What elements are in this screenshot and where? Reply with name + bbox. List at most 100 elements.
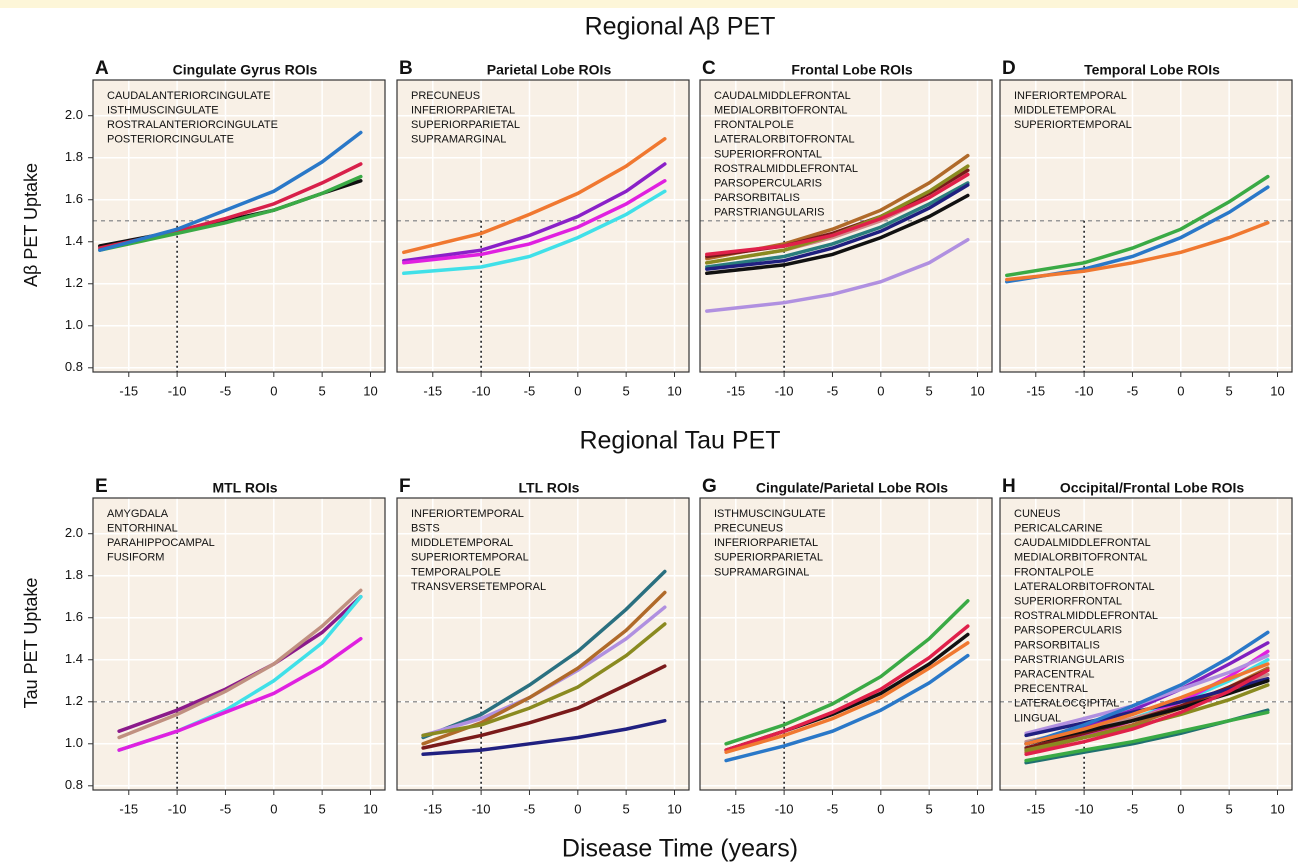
legend-entry: PARSTRIANGULARIS — [1014, 654, 1124, 666]
panel-title: Frontal Lobe ROIs — [791, 62, 913, 78]
top-strip — [0, 0, 1298, 8]
legend-entry: INFERIORTEMPORAL — [411, 508, 524, 520]
series-line — [705, 172, 970, 257]
x-tick-label: 5 — [319, 801, 326, 816]
legend-entry: LATERALORBITOFRONTAL — [1014, 581, 1155, 593]
legend-entry: MIDDLETEMPORAL — [1014, 105, 1116, 117]
x-tick-label: 0 — [1177, 801, 1184, 816]
panel-title: Cingulate/Parietal Lobe ROIs — [756, 480, 948, 496]
series-line — [421, 664, 667, 750]
legend-entry: SUPERIORTEMPORAL — [411, 552, 529, 564]
series-line — [1005, 221, 1270, 282]
legend-entry: PARAHIPPOCAMPAL — [107, 537, 215, 549]
series-line — [724, 624, 970, 752]
y-tick-label: 1.2 — [65, 693, 83, 708]
panel: -15 -10 -5 0 5 10 PRECUNEUS INFERIORPARIETAL SUP… — [396, 58, 690, 398]
y-tick-label: 1.6 — [65, 191, 83, 206]
legend-entry: CAUDALMIDDLEFRONTAL — [1014, 537, 1151, 549]
legend-entry: INFERIORPARIETAL — [714, 537, 818, 549]
legend-entry: ROSTRALANTERIORCINGULATE — [107, 119, 278, 131]
x-tick-label: 0 — [270, 801, 277, 816]
x-tick-label: -15 — [119, 383, 138, 398]
plot-area — [93, 80, 385, 372]
panel-letter: F — [399, 476, 411, 497]
x-tick-label: -10 — [1075, 383, 1094, 398]
legend-entry: LATERALOCCIPITAL — [1014, 698, 1119, 710]
y-tick-label: 2.0 — [65, 107, 83, 122]
series-line — [98, 130, 363, 252]
y-axis-label: Aβ PET Uptake — [21, 163, 41, 287]
series-line — [421, 718, 667, 757]
plot-frame — [699, 79, 993, 373]
panel-letter: C — [702, 58, 716, 79]
x-tick-label: -15 — [423, 383, 442, 398]
x-tick-label: 0 — [574, 383, 581, 398]
x-tick-label: 5 — [623, 383, 630, 398]
x-tick-label: -5 — [524, 383, 536, 398]
legend-entry: PARSOPERCULARIS — [714, 178, 822, 190]
legend-entry: CUNEUS — [1014, 508, 1060, 520]
plot-frame — [92, 79, 386, 373]
x-tick-label: -10 — [775, 383, 794, 398]
legend-entry: SUPRAMARGINAL — [411, 134, 506, 146]
series-line — [1024, 710, 1270, 763]
legend-entry: PARACENTRAL — [1014, 669, 1094, 681]
legend-entry: PARSOPERCULARIS — [1014, 625, 1122, 637]
x-tick-label: 5 — [926, 383, 933, 398]
legend-entry: FRONTALPOLE — [714, 119, 794, 131]
plot-frame — [396, 497, 690, 791]
x-tick-label: 10 — [667, 801, 681, 816]
legend-entry: SUPERIORFRONTAL — [1014, 596, 1122, 608]
legend-entry: TRANSVERSETEMPORAL — [411, 581, 546, 593]
legend-entry: PRECENTRAL — [1014, 683, 1088, 695]
plot-area — [1000, 80, 1292, 372]
panel-letter: A — [95, 58, 109, 79]
series-line — [117, 588, 363, 740]
y-tick-label: 1.0 — [65, 317, 83, 332]
series-line — [421, 569, 667, 740]
plot-area — [700, 80, 992, 372]
y-tick-label: 1.4 — [65, 651, 83, 666]
legend-entry: INFERIORPARIETAL — [411, 105, 515, 117]
legend-entry: ISTHMUSCINGULATE — [714, 508, 826, 520]
y-tick-label: 1.8 — [65, 567, 83, 582]
y-tick-label: 0.8 — [65, 359, 83, 374]
legend-entry: ENTORHINAL — [107, 523, 178, 535]
legend-entry: SUPERIORPARIETAL — [714, 552, 823, 564]
y-tick-label: 1.8 — [65, 149, 83, 164]
x-tick-label: 10 — [1270, 801, 1284, 816]
x-tick-label: 5 — [1226, 801, 1233, 816]
series-line — [402, 189, 667, 276]
x-tick-label: -10 — [168, 383, 187, 398]
legend-entry: PARSTRIANGULARIS — [714, 207, 824, 219]
x-tick-label: 5 — [319, 383, 326, 398]
x-tick-label: 10 — [970, 383, 984, 398]
x-tick-label: -15 — [726, 801, 745, 816]
x-tick-label: -15 — [423, 801, 442, 816]
series-line — [1024, 668, 1270, 757]
y-tick-label: 1.2 — [65, 275, 83, 290]
series-line — [1024, 630, 1270, 746]
panel-letter: E — [95, 476, 108, 497]
plot-frame — [396, 79, 690, 373]
legend-entry: ROSTRALMIDDLEFRONTAL — [1014, 610, 1158, 622]
panel: -15 -10 -5 0 5 10 INFERIORTEMPORAL BSTS MIDDLETE… — [396, 476, 690, 816]
series-line — [1005, 174, 1270, 278]
series-line — [705, 181, 970, 269]
legend-entry: PERICALCARINE — [1014, 523, 1103, 535]
series-line — [705, 183, 970, 271]
panel-letter: G — [702, 476, 717, 497]
x-tick-label: 5 — [1226, 383, 1233, 398]
x-tick-label: 10 — [363, 383, 377, 398]
x-tick-label: -5 — [220, 383, 232, 398]
legend-entry: FRONTALPOLE — [1014, 566, 1094, 578]
series-line — [402, 162, 667, 263]
x-tick-label: 0 — [877, 383, 884, 398]
legend-entry: PARSORBITALIS — [714, 192, 800, 204]
panel: 0.8 1.0 1.2 1.4 1.6 1.8 2.0 -15 -10 -5 0 5 10 CAUDALA… — [65, 58, 386, 398]
legend-entry: BSTS — [411, 523, 440, 535]
y-tick-label: 1.4 — [65, 233, 83, 248]
legend-entry: PRECUNEUS — [714, 523, 783, 535]
series-line — [724, 599, 970, 746]
